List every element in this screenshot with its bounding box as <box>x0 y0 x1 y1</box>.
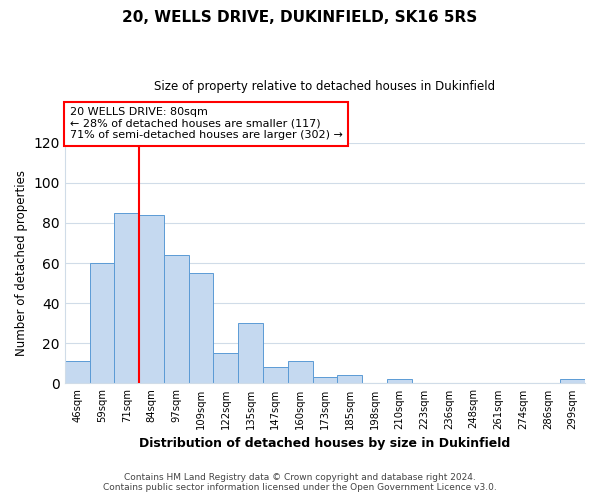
Y-axis label: Number of detached properties: Number of detached properties <box>15 170 28 356</box>
Text: 20, WELLS DRIVE, DUKINFIELD, SK16 5RS: 20, WELLS DRIVE, DUKINFIELD, SK16 5RS <box>122 10 478 25</box>
Bar <box>263 368 288 384</box>
Title: Size of property relative to detached houses in Dukinfield: Size of property relative to detached ho… <box>154 80 496 93</box>
Text: Contains HM Land Registry data © Crown copyright and database right 2024.
Contai: Contains HM Land Registry data © Crown c… <box>103 473 497 492</box>
Text: 20 WELLS DRIVE: 80sqm
← 28% of detached houses are smaller (117)
71% of semi-det: 20 WELLS DRIVE: 80sqm ← 28% of detached … <box>70 107 343 140</box>
Bar <box>288 362 313 384</box>
Bar <box>65 362 89 384</box>
Bar <box>89 263 115 384</box>
X-axis label: Distribution of detached houses by size in Dukinfield: Distribution of detached houses by size … <box>139 437 511 450</box>
Bar <box>313 378 337 384</box>
Bar <box>387 380 412 384</box>
Bar <box>188 273 214 384</box>
Bar <box>238 324 263 384</box>
Bar <box>115 213 139 384</box>
Bar <box>164 255 188 384</box>
Bar <box>139 215 164 384</box>
Bar <box>337 376 362 384</box>
Bar <box>560 380 585 384</box>
Bar <box>214 354 238 384</box>
